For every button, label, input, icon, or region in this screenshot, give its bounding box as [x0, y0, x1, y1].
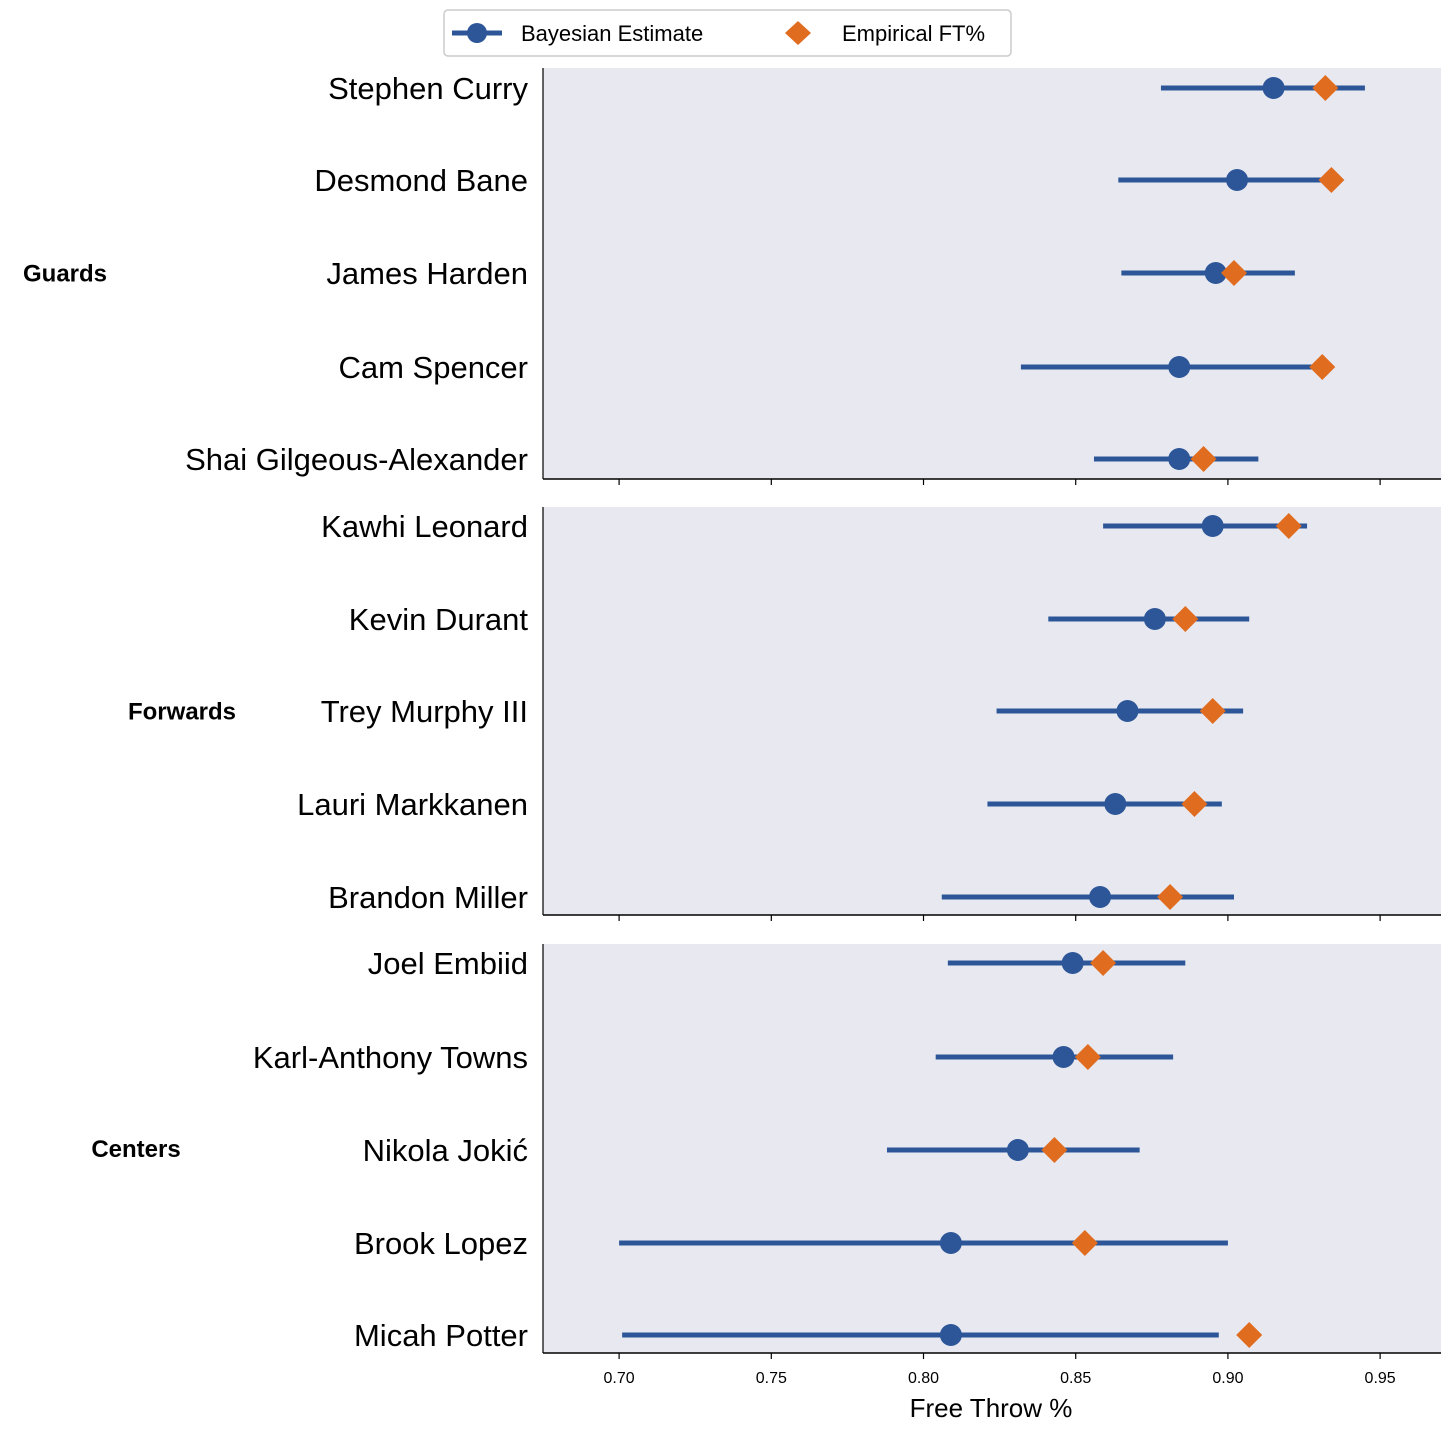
estimate-point: [939, 1324, 962, 1346]
player-label: Kevin Durant: [349, 602, 529, 637]
estimate-point: [1201, 515, 1224, 537]
group-label: Guards: [23, 261, 107, 288]
player-label: Cam Spencer: [338, 350, 528, 385]
player-label: Stephen Curry: [328, 71, 528, 106]
estimate-point: [1052, 1046, 1075, 1068]
estimate-point: [1226, 169, 1249, 191]
estimate-point: [1168, 356, 1191, 378]
estimate-point: [1116, 700, 1139, 722]
x-tick-label: 0.70: [604, 1370, 635, 1387]
player-label: Joel Embiid: [368, 946, 528, 981]
player-label: Karl-Anthony Towns: [253, 1040, 528, 1075]
player-label: James Harden: [326, 256, 528, 291]
empirical-point: [1090, 950, 1117, 976]
group-label: Centers: [91, 1136, 180, 1163]
player-label: Trey Murphy III: [321, 694, 528, 729]
estimate-point: [1104, 793, 1127, 815]
x-tick-label: 0.85: [1060, 1370, 1091, 1387]
player-label: Lauri Markkanen: [297, 787, 528, 822]
empirical-point: [1275, 513, 1302, 539]
x-tick-label: 0.90: [1212, 1370, 1243, 1387]
estimate-point: [1168, 448, 1191, 470]
player-label: Nikola Jokić: [363, 1133, 528, 1168]
legend-estimate-marker: [467, 23, 487, 43]
empirical-point: [1041, 1137, 1068, 1163]
x-tick-label: 0.95: [1365, 1370, 1396, 1387]
estimate-point: [1262, 77, 1285, 99]
empirical-point: [1071, 1230, 1098, 1256]
panel-centers: 0.70 0.75 0.80 0.85 0.90 0.95 Centers Joel Embi…: [91, 944, 1441, 1387]
estimate-point: [1089, 886, 1112, 908]
panel-guards: Guards Stephen Curry Desmond Bane James Har…: [23, 68, 1441, 485]
estimate-point: [1061, 952, 1084, 974]
empirical-point: [1236, 1322, 1263, 1348]
player-label: Micah Potter: [354, 1318, 528, 1353]
player-label: Brook Lopez: [354, 1226, 528, 1261]
empirical-point: [1181, 791, 1208, 817]
empirical-point: [1199, 698, 1226, 724]
estimate-point: [1006, 1139, 1029, 1161]
x-tick-label: 0.75: [756, 1370, 787, 1387]
empirical-point: [1312, 75, 1339, 101]
empirical-point: [1309, 354, 1336, 380]
panel-background: [543, 68, 1441, 479]
legend-empirical-marker: [785, 21, 811, 45]
empirical-point: [1157, 884, 1184, 910]
estimate-point: [1143, 608, 1166, 630]
panel-forwards: Forwards Kawhi Leonard Kevin Durant Trey Mu…: [128, 507, 1441, 921]
legend-frame: [443, 9, 1012, 57]
empirical-point: [1221, 260, 1248, 286]
empirical-point: [1318, 167, 1345, 193]
panel-background: [543, 507, 1441, 915]
panels: Guards Stephen Curry Desmond Bane James Har…: [23, 68, 1441, 1387]
legend: Bayesian Estimate Empirical FT%: [443, 9, 1012, 57]
x-axis-label: Free Throw %: [910, 1393, 1073, 1423]
empirical-point: [1190, 446, 1217, 472]
empirical-point: [1074, 1044, 1101, 1070]
empirical-point: [1172, 606, 1199, 632]
group-label: Forwards: [128, 699, 236, 726]
estimate-point: [939, 1232, 962, 1254]
legend-empirical-label: Empirical FT%: [842, 21, 985, 46]
player-label: Shai Gilgeous-Alexander: [185, 442, 528, 477]
estimate-point: [1204, 262, 1227, 284]
x-tick-label: 0.80: [908, 1370, 939, 1387]
player-label: Brandon Miller: [328, 880, 528, 915]
player-label: Desmond Bane: [314, 163, 528, 198]
player-label: Kawhi Leonard: [321, 509, 528, 544]
legend-estimate-label: Bayesian Estimate: [521, 21, 703, 46]
